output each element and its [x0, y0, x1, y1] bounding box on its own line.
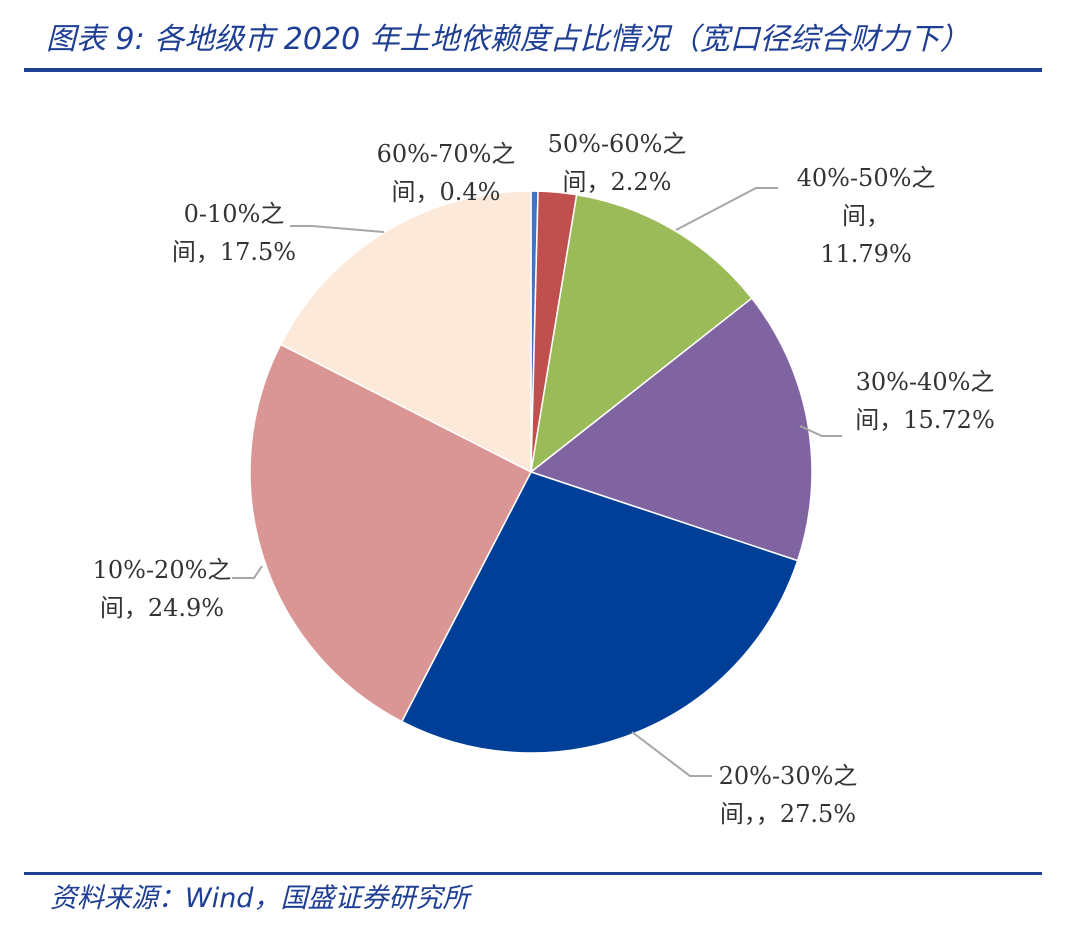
- source-divider: [24, 872, 1042, 875]
- slice-label: 40%-50%之间， 11.79%: [797, 164, 936, 268]
- slice-label: 20%-30%之间，，27.5%: [719, 762, 858, 828]
- chart-title: 图表 9: 各地级市 2020 年土地依赖度占比情况（宽口径综合财力下）: [46, 22, 970, 57]
- slice-label: 10%-20%之间，24.9%: [93, 556, 232, 622]
- slice-label: 60%-70%之间，0.4%: [377, 140, 516, 206]
- leader-line: [232, 565, 263, 579]
- pie-slice: [400, 471, 799, 754]
- leader-line: [631, 731, 712, 777]
- slice-label: 30%-40%之间，15.72%: [855, 368, 995, 434]
- leader-line: [799, 425, 842, 437]
- slice-label: 50%-60%之间，2.2%: [548, 130, 687, 196]
- leader-line: [675, 187, 778, 231]
- slice-label: 0-10%之间，17.5%: [172, 200, 296, 266]
- source-note: 资料来源：Wind，国盛证券研究所: [50, 883, 470, 914]
- pie-slice: [529, 193, 753, 474]
- title-divider: [24, 68, 1042, 72]
- leader-line: [290, 225, 385, 233]
- pie-slice: [279, 190, 532, 474]
- pie-slice: [249, 343, 533, 723]
